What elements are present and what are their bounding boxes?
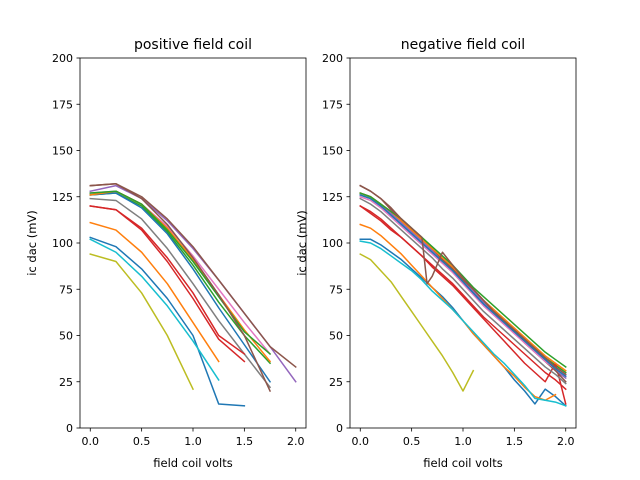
series-line-14 xyxy=(359,184,567,376)
y-tick-label: 75 xyxy=(59,283,73,296)
y-tick-label: 100 xyxy=(52,237,73,250)
x-tick-label: 1.0 xyxy=(454,435,472,448)
y-tick-label: 175 xyxy=(52,98,73,111)
y-tick-label: 150 xyxy=(322,145,343,158)
y-tick-label: 75 xyxy=(329,283,343,296)
series-line-7 xyxy=(89,197,272,389)
y-tick-label: 125 xyxy=(322,191,343,204)
series-line-12 xyxy=(359,192,567,368)
series-line-9 xyxy=(359,240,567,407)
y-tick-label: 200 xyxy=(52,52,73,65)
y-tick-label: 25 xyxy=(329,376,343,389)
x-tick-label: 1.5 xyxy=(506,435,524,448)
chart-title: negative field coil xyxy=(401,37,525,53)
chart-title: positive field coil xyxy=(134,37,252,53)
x-tick-label: 0.0 xyxy=(352,435,370,448)
y-tick-label: 50 xyxy=(329,330,343,343)
series-line-7 xyxy=(359,197,567,385)
series-layer xyxy=(359,184,567,407)
series-line-8 xyxy=(89,253,195,391)
series-line-8 xyxy=(359,253,475,392)
plot-frame xyxy=(79,57,307,429)
series-line-5 xyxy=(89,183,297,369)
y-axis-label: ic dac (mV) xyxy=(25,210,39,276)
series-line-3 xyxy=(359,204,567,405)
series-line-10 xyxy=(359,193,567,378)
y-tick-label: 0 xyxy=(66,422,73,435)
x-tick-label: 2.0 xyxy=(287,435,305,448)
y-tick-label: 50 xyxy=(59,330,73,343)
series-line-0 xyxy=(89,236,246,407)
panel-negative-field-coil: negative field coil field coil volts ic … xyxy=(295,37,577,470)
x-tick-label: 1.0 xyxy=(184,435,202,448)
series-line-9 xyxy=(89,238,220,381)
x-axis-label: field coil volts xyxy=(423,456,502,470)
y-tick-label: 200 xyxy=(322,52,343,65)
series-line-6 xyxy=(359,195,567,378)
series-line-13 xyxy=(89,205,246,356)
x-tick-label: 2.0 xyxy=(557,435,575,448)
series-line-0 xyxy=(359,238,567,407)
y-tick-label: 150 xyxy=(52,145,73,158)
x-tick-label: 1.5 xyxy=(236,435,254,448)
y-tick-label: 100 xyxy=(322,237,343,250)
series-line-13 xyxy=(359,204,567,391)
series-line-12 xyxy=(89,190,272,356)
x-tick-label: 0.5 xyxy=(403,435,421,448)
x-tick-label: 0.5 xyxy=(133,435,151,448)
y-tick-label: 25 xyxy=(59,376,73,389)
plot-frame xyxy=(349,57,577,429)
panel-positive-field-coil: positive field coil field coil volts ic … xyxy=(25,37,307,470)
x-tick-label: 0.0 xyxy=(82,435,100,448)
y-tick-label: 125 xyxy=(52,191,73,204)
y-tick-label: 175 xyxy=(322,98,343,111)
tick-layer: 0.0 0.5 1.0 1.5 2.0 0 25 50 75 100 125 150 175 200 xyxy=(322,52,574,448)
y-tick-label: 0 xyxy=(336,422,343,435)
series-line-10 xyxy=(89,192,272,383)
tick-layer: 0.0 0.5 1.0 1.5 2.0 0 25 50 75 100 125 150 175 200 xyxy=(52,52,304,448)
y-axis-label: ic dac (mV) xyxy=(295,210,309,276)
series-line-14 xyxy=(89,183,272,392)
series-line-2 xyxy=(89,192,272,365)
series-layer xyxy=(89,183,297,407)
series-line-1 xyxy=(89,221,220,363)
x-axis-label: field coil volts xyxy=(153,456,232,470)
